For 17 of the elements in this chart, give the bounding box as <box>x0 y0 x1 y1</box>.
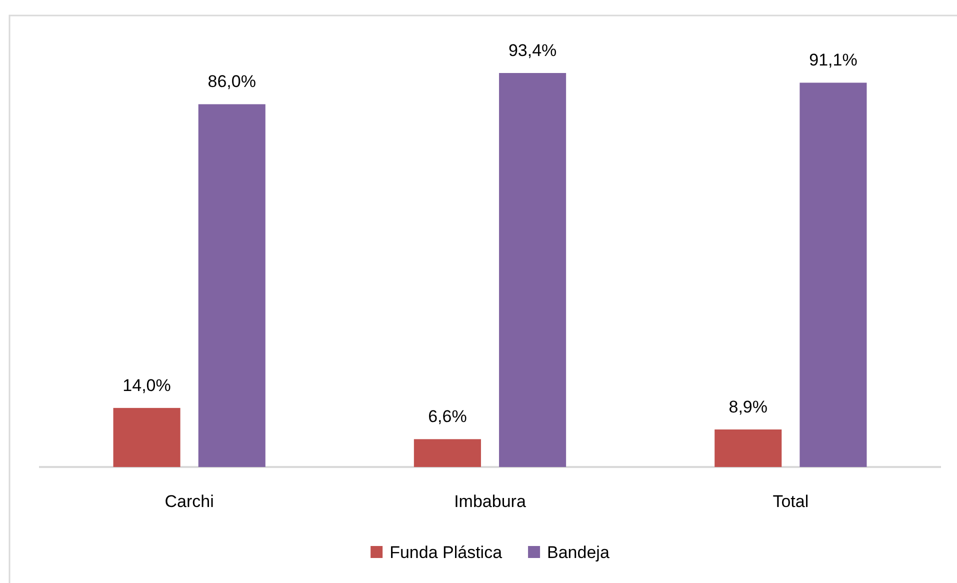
bar <box>714 429 782 467</box>
bar <box>499 73 566 467</box>
bar <box>800 82 867 467</box>
data-label: 91,1% <box>809 50 858 70</box>
legend-label: Funda Plástica <box>390 543 503 562</box>
x-tick-label: Carchi <box>164 492 214 511</box>
x-tick-label: Total <box>772 492 809 511</box>
legend-label: Bandeja <box>547 543 610 562</box>
data-label: 14,0% <box>122 376 171 395</box>
data-label: 6,6% <box>428 407 467 426</box>
bar <box>414 439 481 467</box>
x-tick-label: Imbabura <box>454 492 526 511</box>
data-label: 8,9% <box>728 397 768 416</box>
data-label: 93,4% <box>508 41 557 60</box>
data-label: 86,0% <box>208 72 256 92</box>
bar <box>198 104 266 467</box>
bar <box>113 408 180 467</box>
